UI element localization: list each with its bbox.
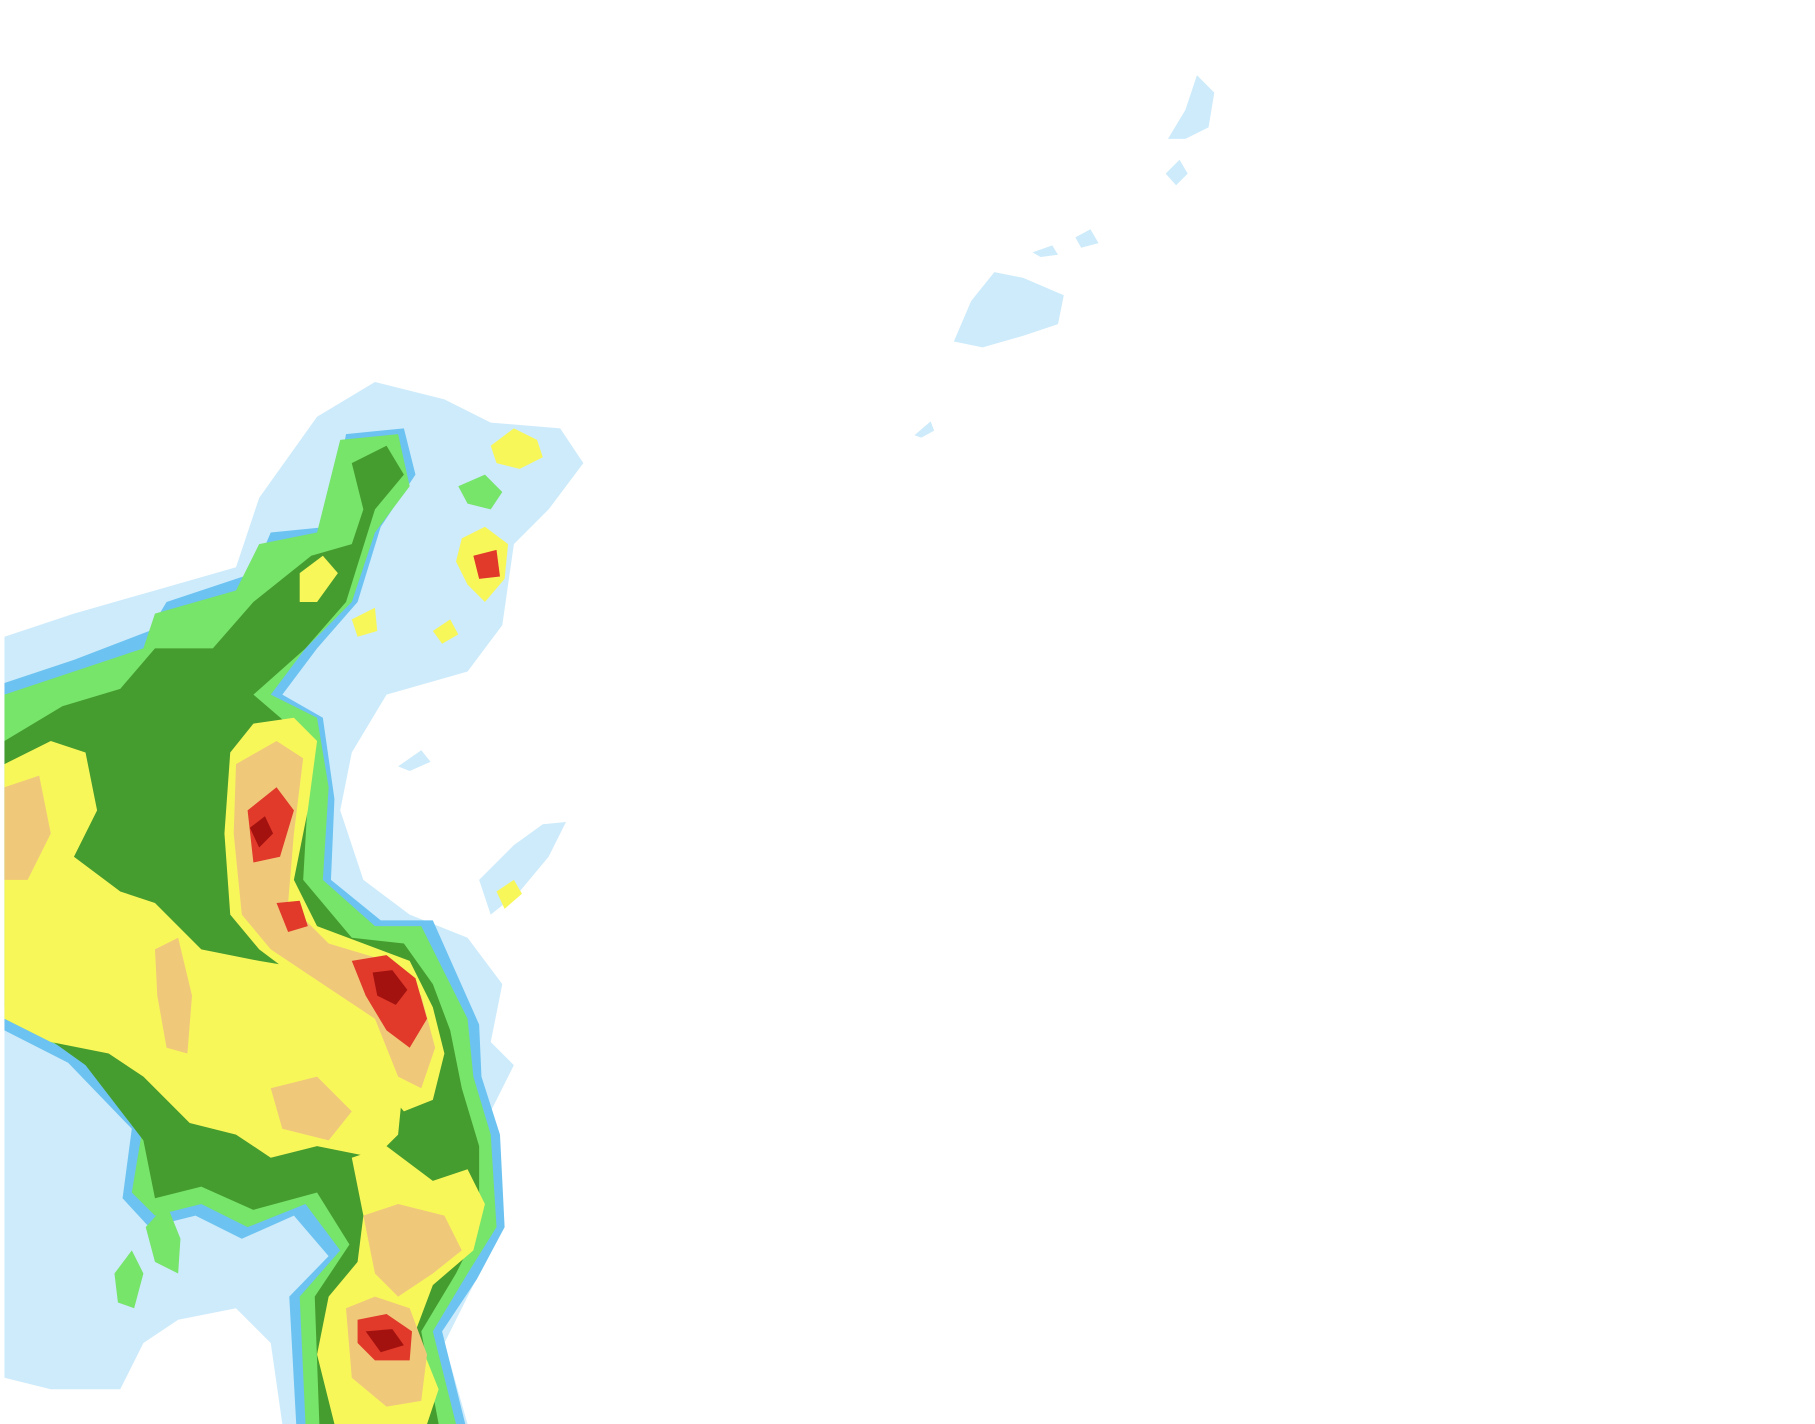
precip-dark-red bbox=[249, 816, 408, 1353]
